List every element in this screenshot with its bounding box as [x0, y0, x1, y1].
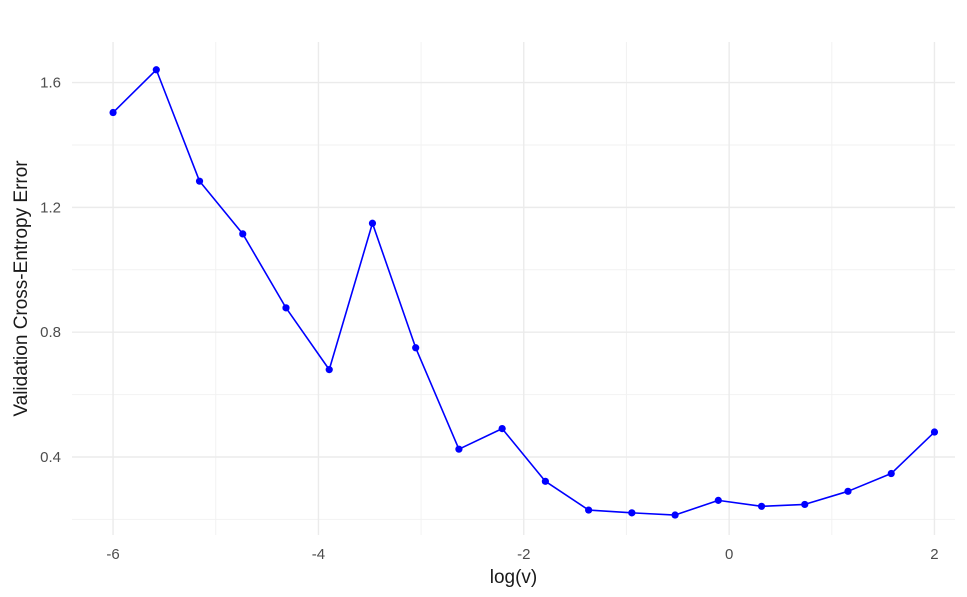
y-tick-label: 0.4 [40, 449, 61, 466]
data-point [152, 66, 160, 74]
x-tick-label: -4 [312, 546, 325, 563]
y-axis-title: Validation Cross-Entropy Error [11, 160, 32, 417]
data-point [239, 230, 247, 238]
data-point [109, 108, 117, 117]
data-point [325, 366, 333, 374]
data-point [498, 424, 506, 433]
data-point [714, 496, 722, 504]
data-point [195, 177, 204, 185]
series-line [112, 68, 936, 516]
data-point [412, 344, 420, 352]
data-point [628, 509, 636, 517]
data-point [541, 477, 549, 485]
x-tick-label: -6 [106, 546, 119, 563]
data-point [671, 511, 679, 519]
x-axis-tick-labels: -6 -4 -2 0 2 [106, 546, 938, 563]
x-tick-label: 2 [930, 546, 938, 563]
y-axis-tick-labels: 0.4 0.8 1.2 1.6 [40, 75, 61, 466]
x-tick-label: 0 [725, 546, 733, 563]
data-point [757, 502, 766, 510]
series-points [109, 66, 939, 519]
x-tick-label: -2 [517, 546, 530, 563]
data-point [930, 428, 939, 436]
data-point [455, 445, 463, 453]
data-point [801, 500, 809, 509]
data-point [844, 487, 852, 495]
data-point [585, 506, 593, 514]
data-point [282, 304, 290, 312]
series-lines [112, 68, 936, 516]
y-tick-label: 0.8 [40, 324, 61, 341]
minor-gridlines [72, 42, 955, 535]
major-gridlines [72, 42, 955, 535]
data-point [887, 469, 895, 478]
x-axis-title: log(v) [490, 567, 538, 588]
y-tick-label: 1.6 [40, 75, 61, 92]
data-point [368, 219, 377, 227]
y-tick-label: 1.2 [40, 199, 61, 216]
